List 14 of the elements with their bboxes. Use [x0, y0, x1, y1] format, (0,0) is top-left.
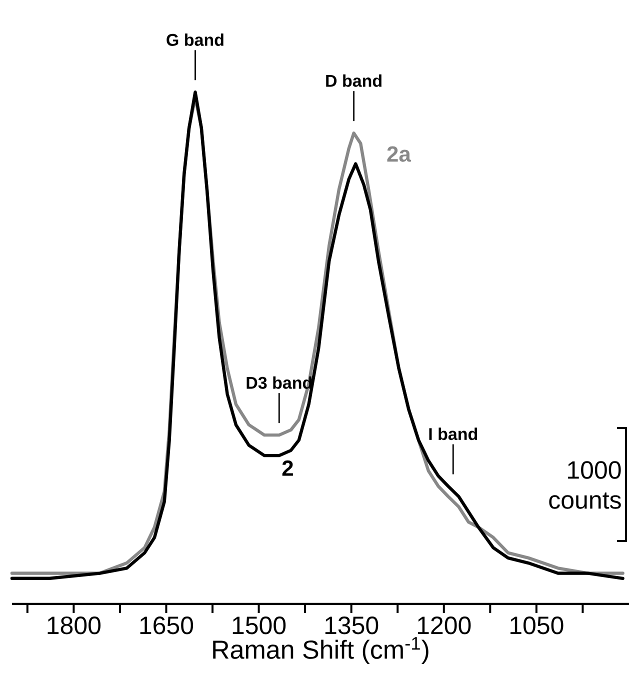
x-tick-label: 1200 — [418, 616, 471, 634]
x-tick-label: 1650 — [140, 616, 194, 634]
annotation: 1000 counts — [549, 461, 621, 509]
annotation: D band — [326, 74, 382, 87]
annotation: I band — [429, 428, 478, 440]
x-tick-label: 1800 — [48, 616, 101, 634]
x-tick-label: 1500 — [232, 616, 286, 634]
series-label: 2a — [387, 146, 412, 162]
x-tick-label: 1350 — [325, 616, 378, 634]
x-tick-label: 1050 — [510, 616, 564, 634]
annotation: D3 band — [246, 376, 312, 389]
annotation: G band — [166, 33, 224, 46]
x-axis-title: Raman Shift (cm$^{-1}$) — [213, 637, 428, 664]
series-label: 2 — [282, 460, 293, 476]
